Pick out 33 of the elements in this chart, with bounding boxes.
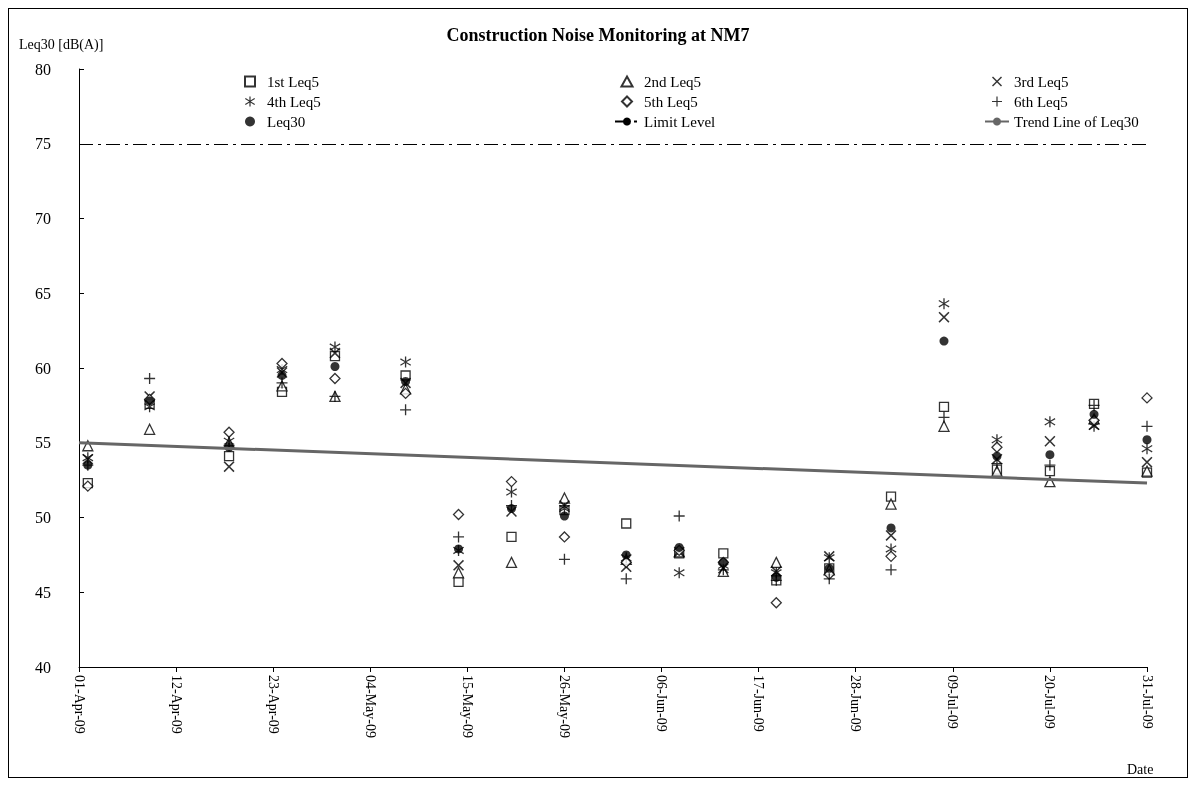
y-tick-label: 65 [35, 284, 51, 302]
x-tick-label: 26-May-09 [556, 675, 572, 738]
y-axis-title: Leq30 [dB(A)] [19, 36, 104, 53]
y-tick-label: 55 [35, 434, 51, 452]
legend-label: Limit Level [644, 113, 716, 130]
x-tick-label: 04-May-09 [362, 675, 378, 738]
legend-label: Trend Line of Leq30 [1014, 113, 1139, 130]
x-tick-label: 01-Apr-09 [71, 675, 87, 734]
x-tick-label: 15-May-09 [459, 675, 475, 738]
y-tick-label: 60 [35, 359, 51, 377]
y-tick-label: 50 [35, 509, 51, 526]
y-tick-label: 40 [35, 658, 51, 676]
legend-label: 2nd Leq5 [644, 73, 702, 90]
y-tick-label: 70 [35, 210, 51, 227]
y-tick-label: 45 [35, 583, 51, 601]
chart-title: Construction Noise Monitoring at NM7 [446, 25, 750, 45]
y-tick-label: 75 [35, 135, 51, 153]
legend-label: 5th Leq5 [644, 93, 698, 110]
x-tick-label: 28-Jun-09 [848, 675, 864, 732]
legend-label: Leq30 [267, 113, 306, 130]
legend-label: 4th Leq5 [267, 93, 321, 110]
x-tick-label: 23-Apr-09 [265, 675, 281, 734]
x-axis-title: Date [1127, 761, 1154, 777]
x-tick-label: 09-Jul-09 [945, 675, 961, 729]
x-tick-label: 06-Jun-09 [654, 675, 670, 732]
legend-label: 1st Leq5 [267, 73, 320, 90]
legend-label: 3rd Leq5 [1014, 73, 1069, 90]
x-tick-label: 12-Apr-09 [168, 675, 184, 734]
x-tick-label: 20-Jul-09 [1042, 675, 1058, 729]
x-tick-label: 31-Jul-09 [1139, 675, 1155, 729]
legend-label: 6th Leq5 [1014, 93, 1068, 110]
x-tick-label: 17-Jun-09 [751, 675, 767, 732]
y-tick-label: 80 [35, 60, 51, 78]
